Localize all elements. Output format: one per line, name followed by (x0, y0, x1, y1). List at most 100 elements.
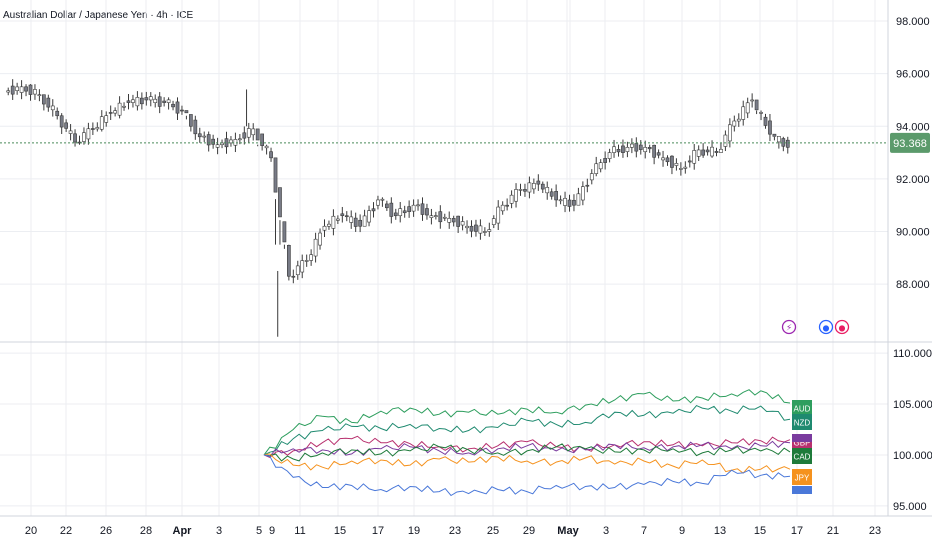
candle-body (723, 134, 728, 147)
candle-body (371, 208, 376, 212)
candle-body (113, 110, 117, 114)
candle-body (745, 102, 750, 114)
candle-body (291, 275, 296, 278)
candle-body (336, 218, 340, 221)
candle-body (300, 260, 305, 273)
candle-body (598, 162, 603, 170)
candle-body (710, 146, 714, 157)
candle-body (117, 102, 122, 116)
strength-line-series-3 (263, 440, 791, 458)
candle-body (42, 94, 46, 105)
globe-flag-icon (818, 319, 834, 335)
candle-body (634, 143, 639, 152)
series-tag (792, 414, 812, 430)
candle-body (148, 96, 153, 101)
candle-body (523, 189, 527, 192)
time-axis-label: 9 (679, 525, 685, 537)
candle-body (108, 112, 113, 114)
candle-body (652, 144, 656, 158)
candle-body (193, 119, 198, 135)
candle-body (407, 206, 411, 212)
candle-body (313, 238, 318, 257)
candle-body (572, 199, 576, 206)
candle-body (344, 215, 349, 218)
price-axis-label: 88.000 (896, 279, 930, 291)
candle-body (585, 184, 590, 187)
candle-body (353, 217, 358, 227)
time-axis-label: 19 (408, 525, 420, 537)
candle-body (282, 221, 287, 243)
candle-body (197, 133, 202, 138)
time-axis-label: 26 (100, 525, 112, 537)
candle-body (28, 84, 33, 95)
candle-body (104, 115, 109, 123)
overlay: 93.368 ⚡ ● ● AUD NZD GBP CAD JPY (0, 132, 930, 494)
candle-body (665, 157, 670, 163)
candle-body (683, 166, 688, 169)
candle-body (772, 133, 777, 137)
candle-body (238, 138, 242, 141)
price-axis-label: 92.000 (896, 174, 930, 186)
candle-body (509, 194, 514, 204)
candle-body (367, 210, 371, 223)
candle-body (184, 110, 189, 114)
time-axis-label: 23 (449, 525, 461, 537)
time-axis-label: 15 (334, 525, 346, 537)
candle-body (638, 144, 643, 150)
candle-body (202, 135, 207, 138)
time-axis-label: 17 (791, 525, 803, 537)
candle-body (398, 208, 403, 217)
strength-line-jpy (263, 453, 791, 474)
candle-body (358, 219, 362, 227)
candle-body (625, 147, 630, 152)
time-axis-label: 5 (256, 525, 262, 537)
candle-body (527, 182, 532, 193)
candle-body (576, 193, 581, 206)
candle-body (741, 106, 746, 120)
record-dot-icon-glyph: ● (839, 324, 846, 333)
candle-body (768, 120, 772, 135)
candle-body (287, 244, 291, 277)
candle-body (385, 203, 389, 209)
series-tag (792, 448, 812, 464)
price-axis-label: 90.000 (896, 227, 930, 239)
candle-body (545, 187, 550, 194)
candle-body (171, 103, 175, 108)
candle-body (540, 183, 545, 190)
candle-body (135, 97, 140, 107)
series-tag (792, 434, 812, 442)
strength-line-gbp (263, 435, 791, 458)
candle-body (705, 149, 710, 153)
candle-body (714, 151, 719, 153)
series-tag-label: AUD (794, 405, 811, 414)
candle-body (719, 148, 723, 153)
candle-body (402, 210, 407, 214)
strength-line-aud (263, 389, 791, 456)
candle-body (607, 152, 612, 159)
candle-body (478, 225, 483, 234)
candle-body (643, 147, 648, 153)
candle-body (425, 208, 429, 216)
series-tag-label: CAD (794, 453, 811, 462)
candle-body (211, 138, 215, 145)
price-candles (6, 79, 790, 337)
candle-body (500, 204, 505, 212)
candle-body (532, 183, 536, 190)
time-axis-label: 20 (25, 525, 37, 537)
candle-body (340, 213, 345, 217)
candle-body (86, 128, 91, 140)
candle-body (594, 163, 599, 174)
candle-body (549, 191, 554, 197)
candle-body (687, 160, 692, 163)
candle-body (99, 116, 104, 130)
candle-body (616, 149, 621, 153)
candle-body (122, 105, 126, 108)
time-axis-label: 9 (269, 525, 275, 537)
candle-body (732, 120, 737, 127)
lightning-icon (781, 319, 797, 335)
time-axis-label: 29 (523, 525, 535, 537)
candle-body (220, 142, 224, 145)
candle-body (206, 134, 211, 146)
